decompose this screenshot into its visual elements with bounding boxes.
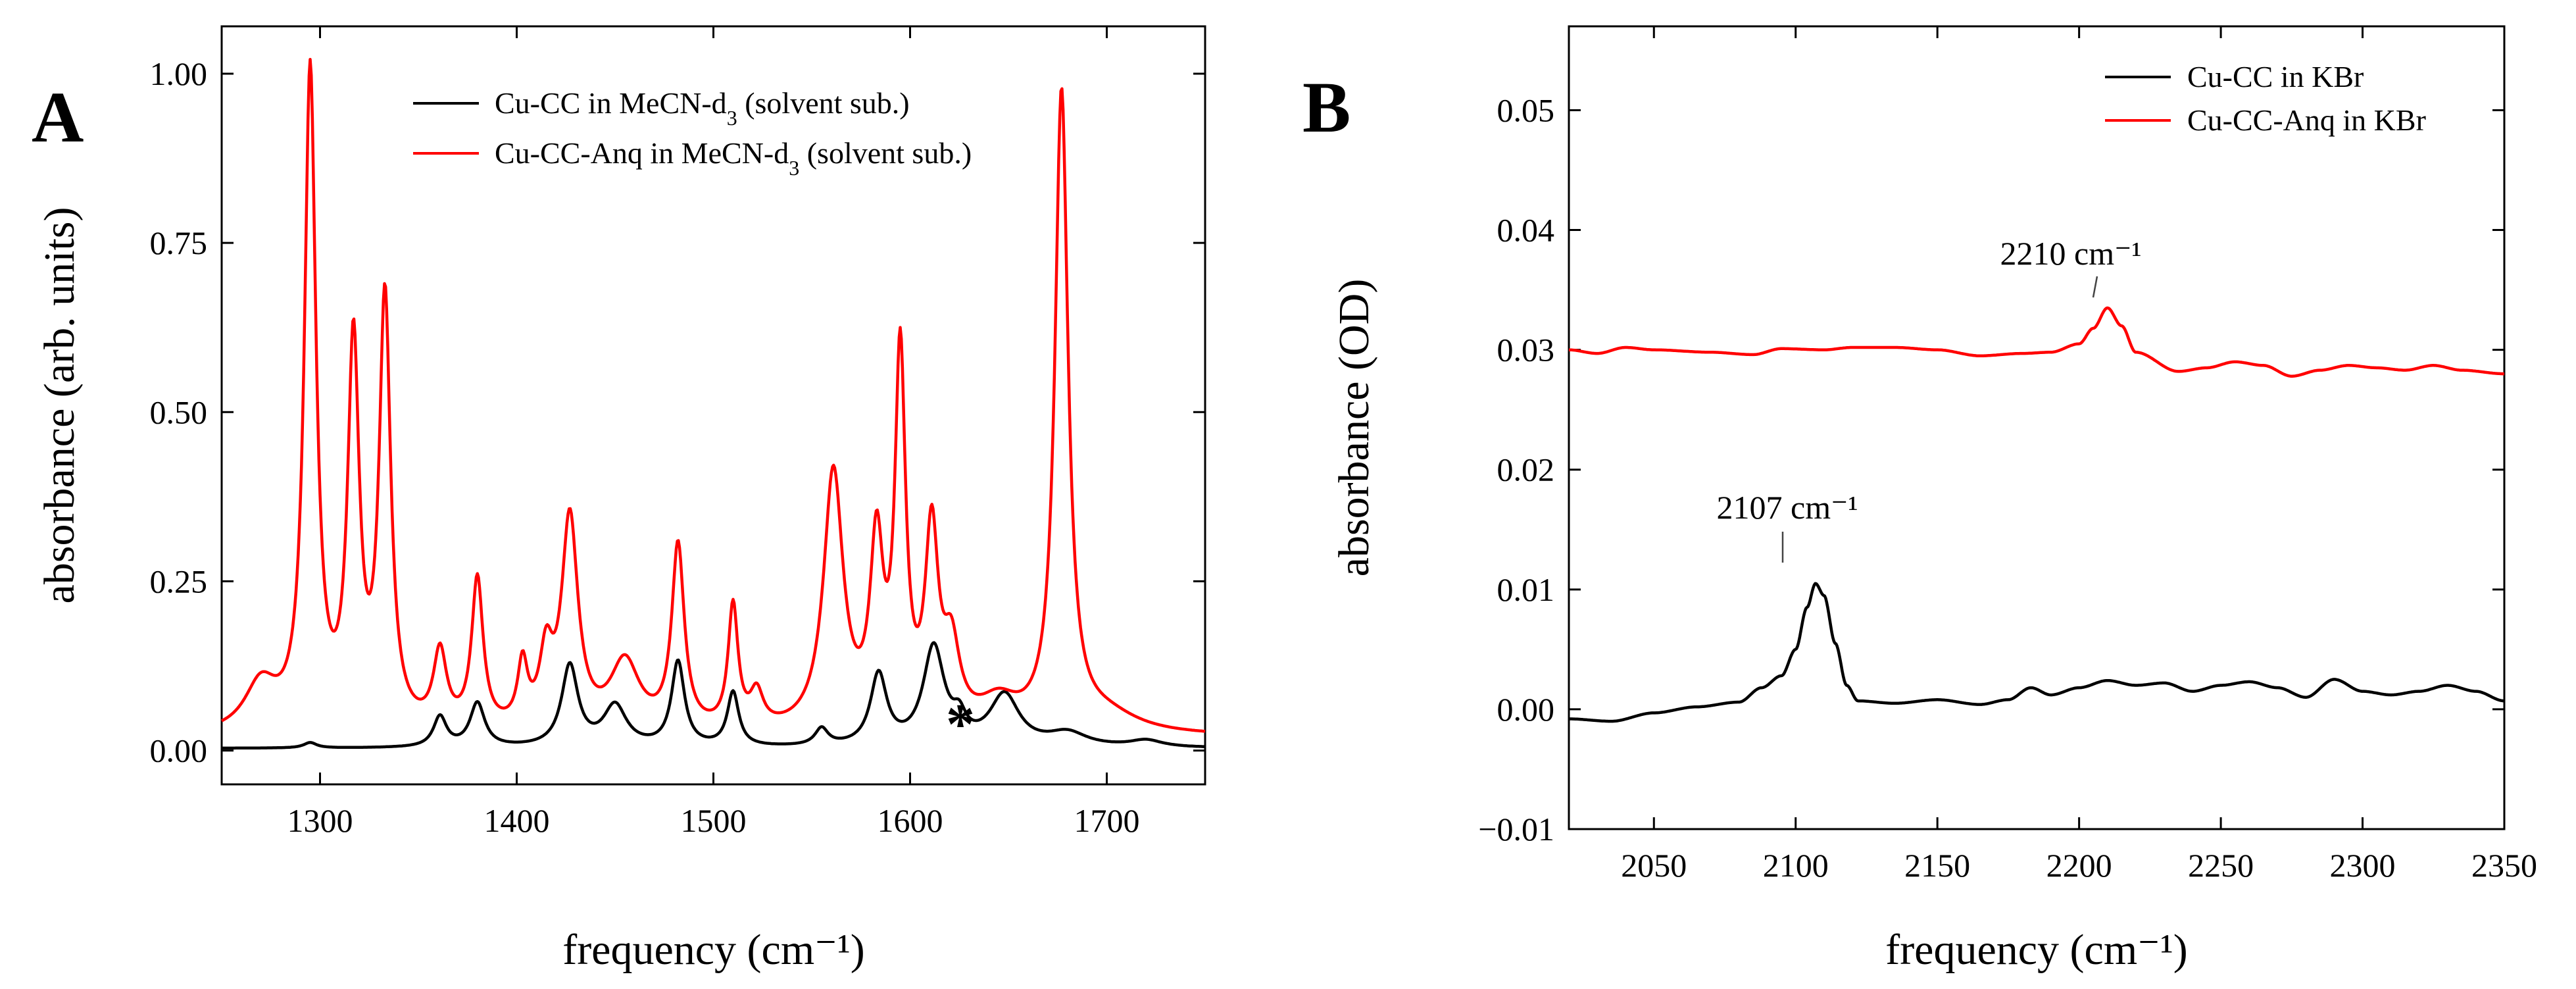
panel-b-y-axis-title: absorbance (OD) <box>1330 279 1378 577</box>
panel-b-y-tick-label: 0.00 <box>1497 691 1555 728</box>
panel-b-ticks: 2050 2100 2150 2200 2250 2300 2350 −0.01 0.00 0.0… <box>1478 26 2537 884</box>
panel-b-y-tick-label: 0.03 <box>1497 332 1555 368</box>
panel-a-x-tick-label: 1400 <box>484 802 550 839</box>
panel-b-x-tick-label: 2050 <box>1621 847 1687 884</box>
panel-b-letter: B <box>1302 67 1350 147</box>
panel-a-y-tick-label: 0.25 <box>150 563 208 599</box>
panel-a-series <box>220 57 1206 750</box>
panel-a-x-tick-label: 1600 <box>878 802 943 839</box>
panel-a: A 1300 1400 1500 1600 1700 0.00 0.25 0.50 0.75 1.… <box>32 25 1206 974</box>
panel-b-x-tick-label: 2200 <box>2046 847 2112 884</box>
panel-a-y-tick-label: 1.00 <box>150 55 208 92</box>
panel-b-y-tick-label: 0.05 <box>1497 91 1555 128</box>
panel-a-series-line-1 <box>220 57 1206 733</box>
panel-b-series-line-1 <box>1568 306 2505 378</box>
panel-b-y-tick-label: −0.01 <box>1478 811 1554 848</box>
panel-b-series <box>1568 306 2505 723</box>
panel-b-x-axis-title: frequency (cm⁻¹) <box>1885 926 2188 974</box>
panel-b-frame <box>1568 25 2506 830</box>
panel-b-x-tick-label: 2100 <box>1763 847 1829 884</box>
panel-a-letter: A <box>32 77 84 157</box>
panel-b-series-line-0 <box>1568 582 2505 723</box>
panel-a-x-axis-title: frequency (cm⁻¹) <box>562 926 865 974</box>
legend-label-cu-cc-anq-kbr: Cu-CC-Anq in KBr <box>2187 103 2426 137</box>
panel-a-y-axis-title: absorbance (arb. units) <box>36 207 84 604</box>
panel-a-x-tick-label: 1500 <box>681 802 747 839</box>
panel-b-plot-area: 2050 2100 2150 2200 2250 2300 2350 −0.01 0.00 0.0… <box>1478 25 2537 884</box>
panel-b: B 2050 2100 2150 2200 2250 2300 2350 −0.01 0.00 0… <box>1302 25 2537 974</box>
panel-b-y-tick-label: 0.01 <box>1497 571 1555 608</box>
panel-b-y-tick-label: 0.02 <box>1497 451 1555 488</box>
panel-a-y-tick-label: 0.75 <box>150 224 208 261</box>
panel-a-y-tick-label: 0.50 <box>150 393 208 430</box>
peak-leader-2210 <box>2092 276 2098 298</box>
panel-a-x-tick-label: 1700 <box>1074 802 1140 839</box>
panel-a-legend: Cu-CC in MeCN-d3 (solvent sub.) Cu-CC-An… <box>413 86 972 180</box>
legend-label-cu-cc: Cu-CC in MeCN-d3 (solvent sub.) <box>495 86 910 130</box>
legend-label-cu-cc-anq: Cu-CC-Anq in MeCN-d3 (solvent sub.) <box>495 136 972 180</box>
panel-b-legend: Cu-CC in KBr Cu-CC-Anq in KBr <box>2105 60 2426 137</box>
panel-b-x-tick-label: 2350 <box>2471 847 2537 884</box>
peak-label-2210: 2210 cm⁻¹ <box>2000 235 2142 272</box>
panel-a-x-tick-label: 1300 <box>287 802 353 839</box>
panel-a-plot-area: 1300 1400 1500 1600 1700 0.00 0.25 0.50 0.75 1.00 <box>150 25 1206 839</box>
peak-label-2107: 2107 cm⁻¹ <box>1717 489 1858 526</box>
panel-a-ticks: 1300 1400 1500 1600 1700 0.00 0.25 0.50 0.75 1.00 <box>150 26 1205 839</box>
panel-b-x-tick-label: 2150 <box>1904 847 1970 884</box>
panel-b-x-tick-label: 2300 <box>2330 847 2396 884</box>
panel-b-y-tick-label: 0.04 <box>1497 212 1555 249</box>
asterisk-annotation: * <box>946 693 975 757</box>
panel-a-y-tick-label: 0.00 <box>150 732 208 769</box>
panel-a-series-line-0 <box>221 641 1206 750</box>
panel-b-x-tick-label: 2250 <box>2188 847 2254 884</box>
legend-label-cu-cc-kbr: Cu-CC in KBr <box>2187 60 2364 93</box>
